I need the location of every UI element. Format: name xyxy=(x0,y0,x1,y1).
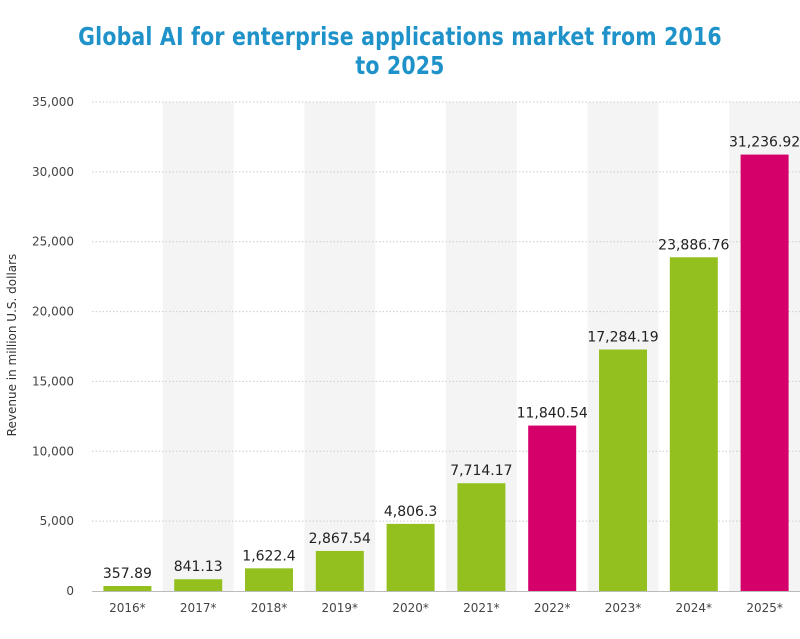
data-label: 17,284.19 xyxy=(587,330,658,346)
data-label: 11,840.54 xyxy=(517,406,588,422)
data-label: 2,867.54 xyxy=(309,531,371,547)
y-tick-label: 15,000 xyxy=(32,374,74,388)
x-tick-label: 2017* xyxy=(180,601,217,615)
bar xyxy=(103,585,152,591)
x-axis-ticks: 2016* 2017* 2018* 2019* 2020* 2021* 2022* 2023*… xyxy=(109,601,783,615)
x-tick-label: 2024* xyxy=(676,601,713,615)
gridlines xyxy=(92,101,800,592)
x-tick-label: 2025* xyxy=(746,601,783,615)
column-band xyxy=(162,102,234,591)
bar xyxy=(669,257,718,591)
data-label: 23,886.76 xyxy=(658,237,729,253)
data-label: 357.89 xyxy=(103,566,152,582)
bar xyxy=(386,523,435,591)
data-label: 4,806.3 xyxy=(384,504,437,520)
y-axis-ticks: 0 5,000 10,000 15,000 20,000 25,000 30,000 35,0… xyxy=(32,95,74,598)
y-tick-label: 10,000 xyxy=(32,444,74,458)
x-tick-label: 2016* xyxy=(109,601,146,615)
column-band xyxy=(304,102,376,591)
x-tick-label: 2019* xyxy=(322,601,359,615)
value-labels: 357.89 841.13 1,622.4 2,867.54 4,806.3 7,714.… xyxy=(103,135,800,582)
chart-title: Global AI for enterprise applications ma… xyxy=(78,22,722,80)
y-tick-label: 20,000 xyxy=(32,305,74,319)
y-tick-label: 25,000 xyxy=(32,235,74,249)
y-tick-label: 0 xyxy=(66,584,74,598)
data-label: 841.13 xyxy=(174,559,223,575)
data-label: 31,236.92 xyxy=(729,135,800,151)
bars xyxy=(103,154,789,591)
x-tick-label: 2018* xyxy=(251,601,288,615)
bar xyxy=(740,154,789,591)
bar xyxy=(599,349,647,591)
bar xyxy=(528,425,577,591)
x-tick-label: 2021* xyxy=(463,601,500,615)
y-tick-label: 35,000 xyxy=(32,95,74,109)
data-label: 1,622.4 xyxy=(242,548,296,564)
bar xyxy=(245,568,293,591)
bar xyxy=(457,483,506,591)
y-tick-label: 5,000 xyxy=(40,514,74,528)
bar xyxy=(174,579,223,591)
x-tick-label: 2023* xyxy=(605,601,642,615)
y-tick-label: 30,000 xyxy=(32,165,74,179)
x-tick-label: 2020* xyxy=(392,601,429,615)
y-axis-label: Revenue in million U.S. dollars xyxy=(5,254,19,437)
bar xyxy=(315,550,364,591)
x-tick-label: 2022* xyxy=(534,601,571,615)
data-label: 7,714.17 xyxy=(450,463,512,479)
